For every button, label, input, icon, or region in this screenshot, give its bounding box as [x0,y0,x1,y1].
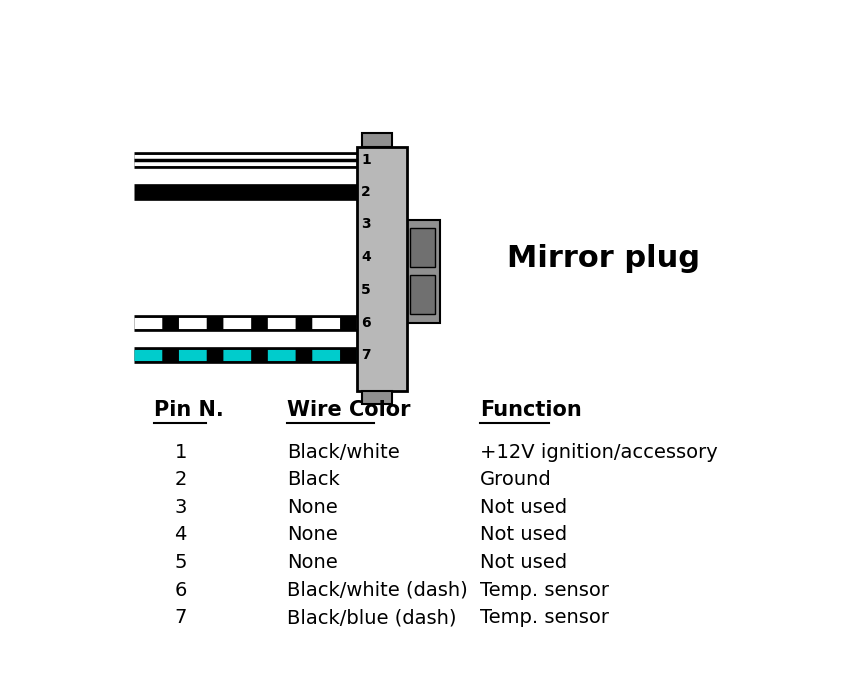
Text: 6: 6 [361,316,370,330]
Text: Not used: Not used [480,553,567,572]
Text: Black/white: Black/white [287,442,400,462]
Text: 2: 2 [361,185,371,199]
Bar [411,275,436,315]
Text: +12V ignition/accessory: +12V ignition/accessory [480,442,718,462]
Text: Mirror plug: Mirror plug [507,244,700,273]
Bar [407,220,440,322]
Bar [357,146,407,391]
Text: Not used: Not used [480,526,567,544]
Bar [362,133,393,146]
Text: 6: 6 [174,581,186,600]
Text: 7: 7 [174,609,186,627]
Text: None: None [287,497,338,517]
Text: Ground: Ground [480,470,552,489]
Text: 2: 2 [174,470,186,489]
Text: Black/white (dash): Black/white (dash) [287,581,468,600]
Text: Black/blue (dash): Black/blue (dash) [287,609,457,627]
Text: Temp. sensor: Temp. sensor [480,609,609,627]
Text: 1: 1 [174,442,186,462]
Text: 3: 3 [361,217,370,230]
Text: 4: 4 [361,250,371,264]
Text: Temp. sensor: Temp. sensor [480,581,609,600]
Text: 5: 5 [361,283,371,297]
Text: Pin N.: Pin N. [154,400,223,420]
Text: 1: 1 [361,153,371,167]
Text: Black: Black [287,470,340,489]
Text: None: None [287,526,338,544]
Bar [411,228,436,267]
Text: 5: 5 [174,553,187,572]
Text: 4: 4 [174,526,186,544]
Text: Not used: Not used [480,497,567,517]
Text: 7: 7 [361,348,370,362]
Text: None: None [287,553,338,572]
Text: Wire Color: Wire Color [287,400,411,420]
Text: Function: Function [480,400,582,420]
Text: 3: 3 [174,497,186,517]
Bar [362,391,393,404]
